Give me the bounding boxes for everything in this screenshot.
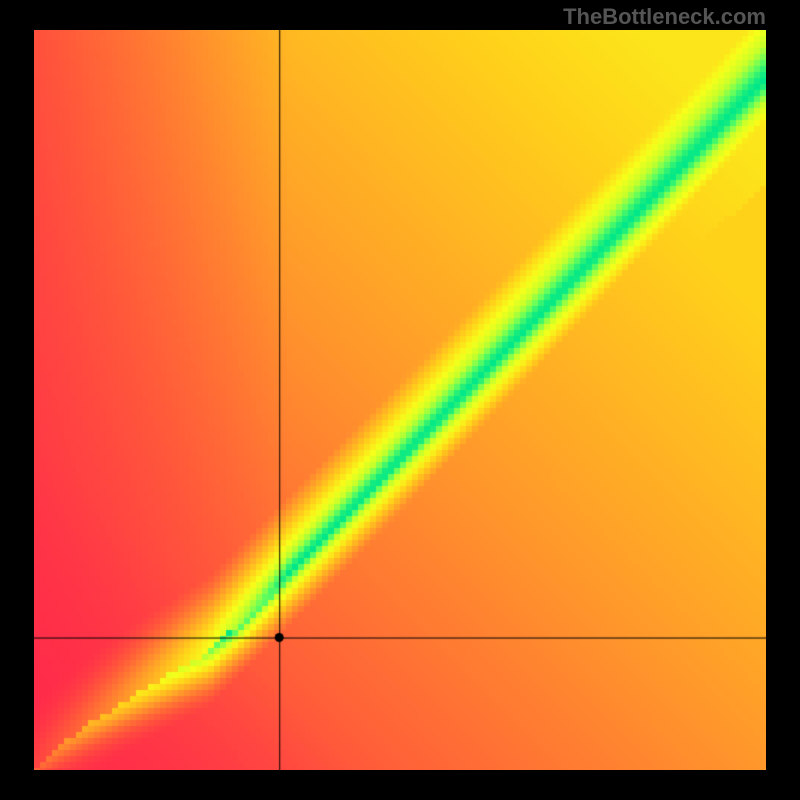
watermark-text: TheBottleneck.com: [563, 4, 766, 30]
bottleneck-heatmap: [34, 30, 766, 770]
chart-container: TheBottleneck.com: [0, 0, 800, 800]
